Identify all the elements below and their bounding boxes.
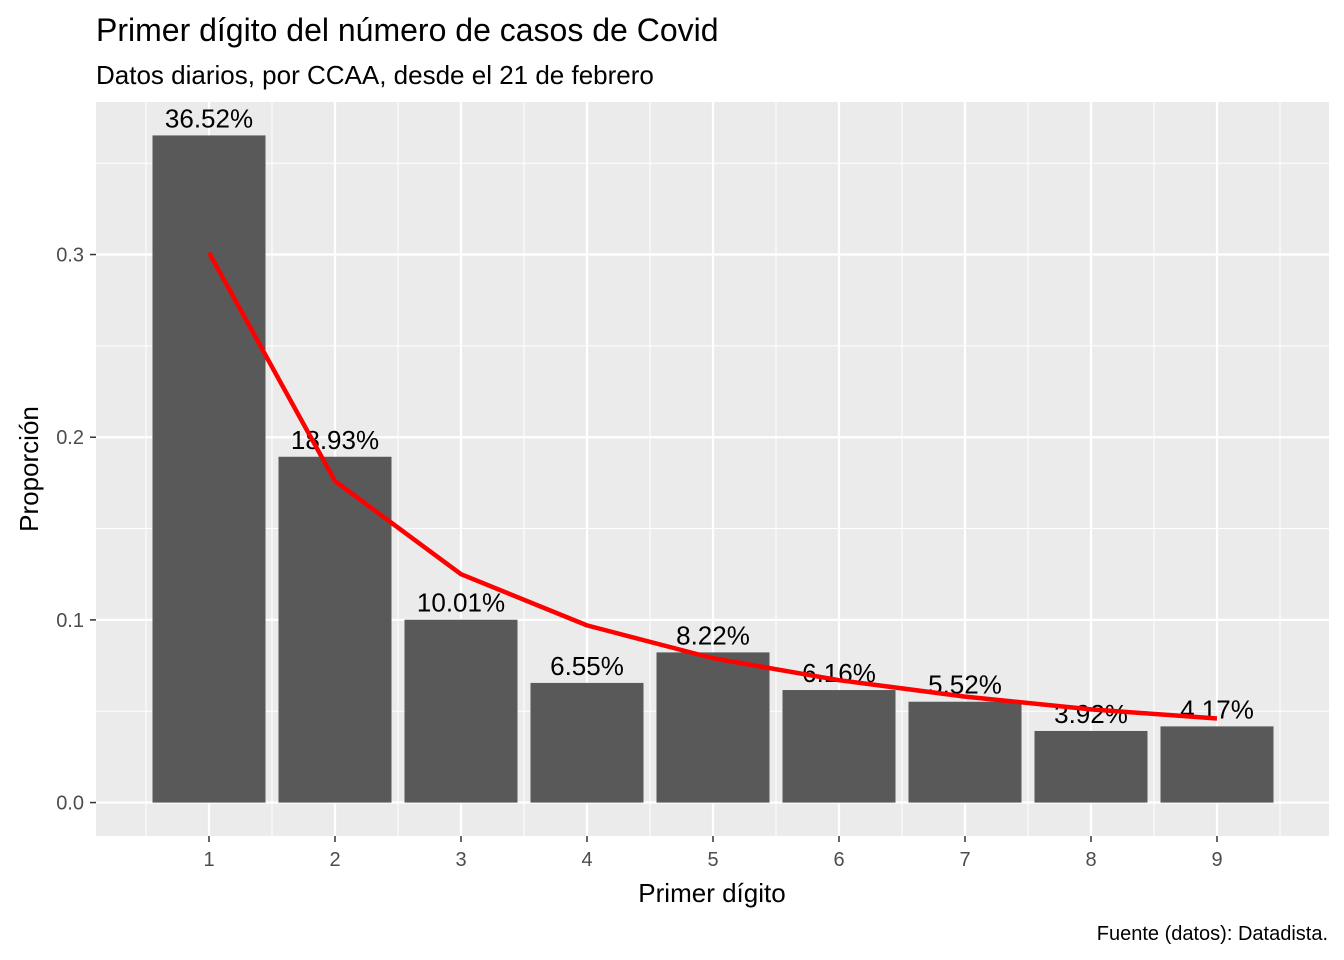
bar-digit-4: [530, 682, 644, 803]
x-axis-title: Primer dígito: [638, 878, 785, 908]
bar-digit-2: [278, 456, 392, 803]
x-tick-label: 1: [203, 849, 214, 871]
bar-digit-3: [404, 619, 518, 803]
x-axis: 1 2 3 4 5 6 7 8 9: [203, 836, 1223, 871]
y-axis-title: Proporción: [14, 406, 44, 532]
bar-digit-6: [782, 690, 896, 803]
bar-digit-1: [152, 135, 266, 803]
reference-line-layer: [207, 251, 1218, 721]
y-axis: 0.0 0.1 0.2 0.3: [56, 245, 96, 815]
data-label-digit-5: 8.22%: [676, 620, 750, 650]
x-tick-label: 5: [707, 849, 718, 871]
x-tick-label: 8: [1085, 849, 1096, 871]
y-tick-label: 0.1: [56, 610, 84, 632]
x-tick-label: 2: [329, 849, 340, 871]
bar-digit-7: [908, 701, 1022, 803]
bar-digit-9: [1160, 726, 1274, 803]
data-label-digit-8: 3.92%: [1054, 699, 1128, 729]
bar-digit-8: [1034, 730, 1148, 803]
data-label-digit-9: 4.17%: [1180, 694, 1254, 724]
y-tick-label: 0.2: [56, 427, 84, 449]
x-tick-label: 9: [1211, 849, 1222, 871]
chart-subtitle: Datos diarios, por CCAA, desde el 21 de …: [96, 60, 654, 90]
reference-line: [207, 251, 1218, 721]
y-tick-label: 0.3: [56, 245, 84, 267]
y-tick-label: 0.0: [56, 793, 84, 815]
x-tick-label: 6: [833, 849, 844, 871]
data-label-digit-3: 10.01%: [417, 588, 505, 618]
data-label-digit-1: 36.52%: [165, 103, 253, 133]
chart-title: Primer dígito del número de casos de Cov…: [96, 12, 719, 48]
x-tick-label: 4: [581, 849, 592, 871]
x-tick-label: 7: [959, 849, 970, 871]
x-tick-label: 3: [455, 849, 466, 871]
chart-caption: Fuente (datos): Datadista.: [1097, 923, 1328, 945]
bar-digit-5: [656, 652, 770, 803]
bar-series: [152, 135, 1274, 803]
data-label-digit-4: 6.55%: [550, 651, 624, 681]
